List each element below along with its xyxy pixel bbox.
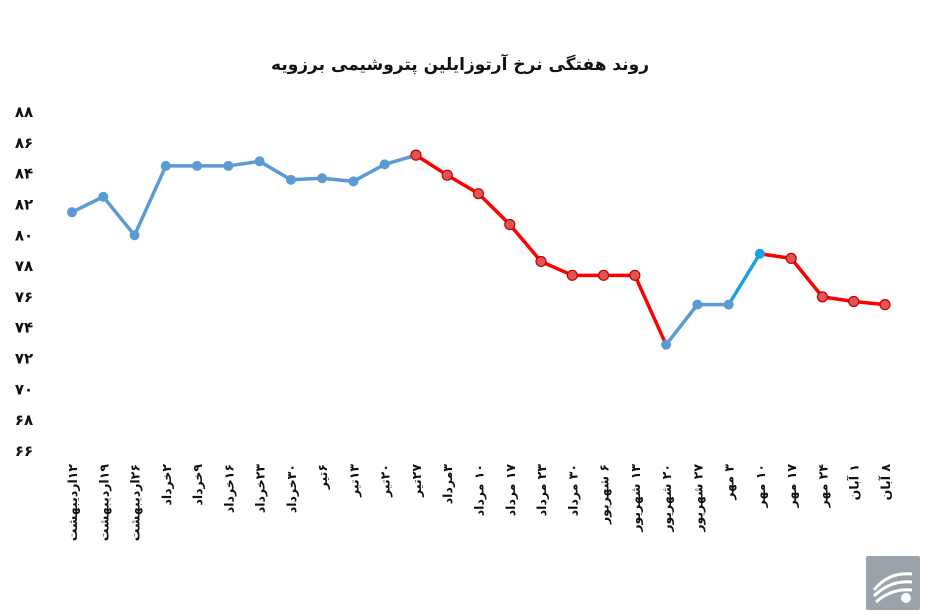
x-tick-label: ۲۳ مرداد	[534, 464, 549, 517]
x-tick-label: ۳۰ مرداد	[565, 464, 580, 516]
data-point	[160, 160, 171, 171]
x-tick-label: ۱۲اردیبهشت	[65, 464, 80, 542]
line-segment	[508, 222, 543, 264]
x-tick-label: ۳ مهر	[722, 464, 737, 501]
y-tick-label: ۸۶	[15, 134, 33, 152]
x-tick-label: ۸ آبان	[878, 464, 893, 501]
x-tick-label: ۱ آبان	[847, 464, 862, 500]
data-point	[67, 207, 77, 218]
x-tick-label: ۱۳ شهریور	[628, 464, 643, 533]
data-point	[723, 299, 734, 310]
data-point	[285, 174, 296, 185]
line-segment	[101, 195, 137, 238]
x-tick-label: ۱۳تیر	[346, 464, 361, 498]
y-tick-label: ۸۴	[15, 165, 33, 183]
x-tick-label: ۱۹اردیبهشت	[96, 464, 111, 542]
data-point	[504, 218, 516, 231]
data-point	[661, 339, 672, 350]
y-axis: ۶۶ ۶۸ ۷۰ ۷۲ ۷۴ ۷۶ ۷۸ ۸۰ ۸۲ ۸۴ ۸۶ ۸۸	[15, 103, 33, 460]
y-tick-label: ۷۰	[15, 380, 33, 398]
y-tick-label: ۸۸	[15, 103, 33, 121]
x-tick-label: ۶تیر	[315, 464, 330, 490]
data-point	[848, 295, 860, 308]
y-tick-label: ۷۶	[15, 288, 33, 306]
x-tick-label: ۲۴ مهر	[815, 464, 830, 509]
data-point	[597, 269, 610, 281]
line-segment	[257, 159, 293, 182]
data-point	[98, 191, 109, 202]
line-segment	[351, 162, 387, 184]
y-tick-label: ۶۶	[15, 442, 33, 460]
data-point	[754, 248, 765, 259]
x-tick-label: ۲۰ شهریور	[659, 464, 674, 533]
line-segment	[664, 302, 700, 347]
data-point	[348, 176, 359, 187]
x-tick-label: ۱۰ مهر	[753, 464, 768, 508]
y-tick-label: ۷۲	[15, 350, 33, 368]
line-segment	[445, 173, 481, 196]
data-point	[879, 299, 891, 311]
x-tick-label: ۳مرداد	[440, 464, 455, 505]
data-point	[629, 269, 641, 281]
data-point	[317, 173, 328, 184]
y-tick-label: ۸۲	[15, 195, 33, 213]
data-point	[816, 291, 829, 303]
line-segment	[132, 164, 168, 238]
line-segment	[289, 176, 324, 182]
line-segment	[476, 191, 512, 227]
data-point	[410, 149, 422, 161]
line-segment	[226, 159, 262, 168]
data-point	[472, 188, 485, 200]
data-point	[566, 269, 578, 281]
data-point	[535, 255, 547, 268]
x-tick-label: ۱۶خرداد	[221, 464, 236, 513]
x-tick-label: ۲۷تیر	[409, 464, 424, 498]
data-point	[254, 156, 265, 167]
chart-title: روند هفتگی نرخ آرتوزایلین پتروشیمی برزوی…	[271, 53, 649, 75]
x-tick-label: ۳۰خرداد	[284, 464, 299, 513]
line-segment	[726, 252, 762, 307]
line-segment	[633, 273, 668, 347]
x-tick-label: ۲خرداد	[159, 464, 174, 506]
line-segment	[320, 176, 356, 184]
line-segment	[414, 153, 449, 177]
data-point	[441, 169, 453, 181]
x-tick-label: ۹خرداد	[190, 464, 205, 506]
y-tick-label: ۸۰	[15, 226, 33, 244]
data-point	[692, 299, 703, 310]
x-tick-label: ۱۷ مرداد	[503, 464, 518, 517]
x-tick-label: ۲۰تیر	[378, 464, 393, 498]
line-segment	[539, 259, 575, 278]
data-point	[785, 252, 797, 264]
y-tick-label: ۷۴	[15, 319, 33, 337]
y-tick-label: ۷۸	[15, 257, 33, 275]
x-tick-label: ۲۶اردیبهشت	[128, 464, 143, 541]
company-logo-icon	[866, 556, 920, 610]
y-tick-label: ۶۸	[15, 411, 33, 429]
x-tick-label: ۶ شهریور	[597, 464, 612, 525]
x-tick-label: ۱۷ مهر	[784, 464, 799, 509]
data-point	[379, 159, 390, 170]
data-point	[192, 160, 203, 171]
x-tick-label: ۲۷ شهریور	[690, 464, 705, 533]
data-point	[223, 160, 234, 171]
line-segment	[789, 256, 825, 299]
x-tick-label: ۲۳خرداد	[253, 464, 268, 514]
x-axis: ۱۲اردیبهشت ۱۹اردیبهشت ۲۶اردیبهشت ۲خرداد ۹خرد…	[65, 464, 893, 542]
data-point	[129, 230, 140, 241]
x-tick-label: ۱۰ مرداد	[472, 464, 487, 516]
line-segment	[70, 195, 106, 214]
series-points	[67, 149, 891, 350]
